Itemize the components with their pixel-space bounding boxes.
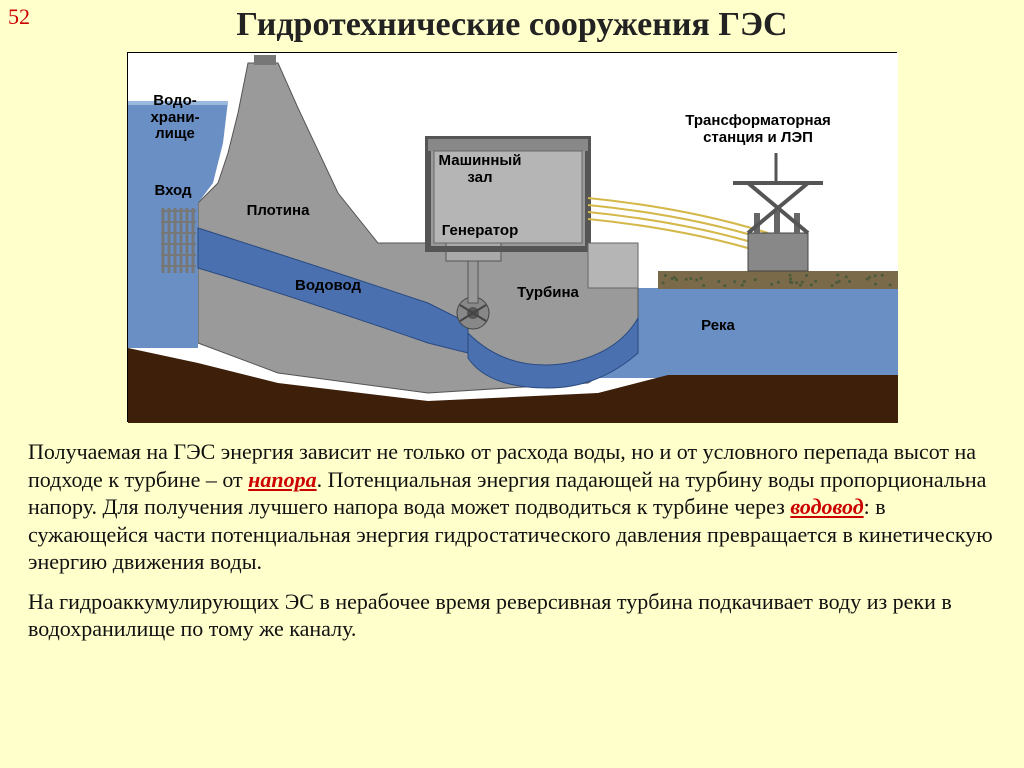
- paragraph-2: На гидроаккумулирующих ЭС в нерабочее вр…: [28, 588, 996, 643]
- page-title: Гидротехнические сооружения ГЭС: [0, 0, 1024, 52]
- label-machine-hall: Машинный зал: [430, 153, 530, 186]
- label-reservoir: Водо- храни- лище: [140, 93, 210, 143]
- label-dam: Плотина: [238, 203, 318, 220]
- highlight-napor: напора: [248, 467, 316, 492]
- label-generator: Генератор: [430, 223, 530, 240]
- hydro-diagram: Водо- храни- лище Вход Плотина Водовод М…: [127, 52, 897, 422]
- label-river: Река: [688, 318, 748, 335]
- highlight-vodovod: водовод: [790, 494, 863, 519]
- body-text: Получаемая на ГЭС энергия зависит не тол…: [0, 422, 1024, 643]
- paragraph-1: Получаемая на ГЭС энергия зависит не тол…: [28, 438, 996, 576]
- label-penstock: Водовод: [288, 278, 368, 295]
- label-turbine: Турбина: [508, 285, 588, 302]
- label-transformer: Трансформаторная станция и ЛЭП: [658, 113, 858, 146]
- page-number: 52: [8, 4, 30, 30]
- label-inlet: Вход: [148, 183, 198, 200]
